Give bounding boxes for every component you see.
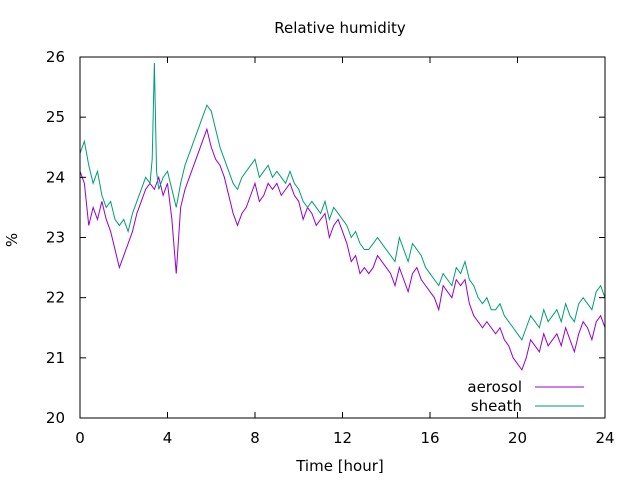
y-tick-label: 25 [46,108,65,126]
chart-title: Relative humidity [274,19,406,37]
y-tick-label: 24 [46,168,65,186]
x-tick-label: 24 [595,429,614,447]
plot-frame [79,56,606,419]
x-tick-label: 20 [508,429,527,447]
series-line-sheath [79,63,606,341]
x-tick-label: 0 [75,429,85,447]
series-line-aerosol [79,127,606,371]
y-tick-label: 26 [46,48,65,66]
legend-label-aerosol: aerosol [467,378,522,396]
y-tick-label: 22 [46,289,65,307]
y-tick-label: 21 [46,349,65,367]
x-tick-label: 16 [420,429,439,447]
y-axis: 20 21 22 23 24 25 26 [46,48,605,427]
x-tick-label: 12 [333,429,352,447]
y-axis-label: % [3,233,21,247]
x-tick-label: 4 [163,429,173,447]
y-tick-label: 23 [46,229,65,247]
legend: aerosol sheath [467,378,584,415]
plot-series-group [79,63,606,371]
x-axis-label: Time [hour] [295,457,384,475]
x-axis: 0 4 8 12 16 20 24 [75,57,615,447]
legend-label-sheath: sheath [471,397,522,415]
y-tick-label: 20 [46,409,65,427]
x-tick-label: 8 [250,429,260,447]
